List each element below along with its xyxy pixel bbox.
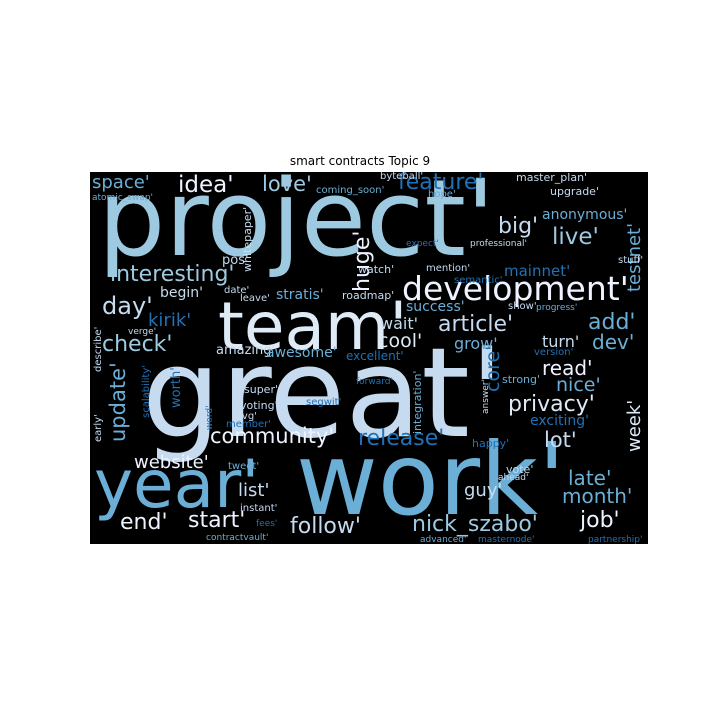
word-semantic: semantic' bbox=[454, 275, 503, 286]
word-list: list' bbox=[238, 480, 270, 501]
word-interesting: interesting' bbox=[110, 262, 235, 287]
word-grow: grow' bbox=[454, 334, 498, 353]
word-late: late' bbox=[568, 466, 612, 490]
word-month: month' bbox=[562, 484, 633, 508]
word-development: development' bbox=[402, 269, 629, 308]
word-leave: leave' bbox=[240, 293, 270, 304]
word-version: version' bbox=[534, 347, 574, 358]
word-week: week' bbox=[624, 399, 645, 452]
word-great: great' bbox=[142, 322, 504, 466]
word-dev: dev' bbox=[592, 330, 635, 354]
word-awesome: awesome' bbox=[266, 345, 337, 361]
word-amazing: amazing' bbox=[216, 343, 276, 358]
word-job: job' bbox=[580, 508, 620, 533]
word-watch: watch' bbox=[358, 263, 395, 276]
chart-title: smart contracts Topic 9 bbox=[289, 154, 431, 168]
word-excellent: excellent' bbox=[346, 349, 404, 363]
word-nice: nice' bbox=[556, 374, 601, 396]
word-nick_szabo: nick_szabo' bbox=[412, 512, 538, 537]
word-live: live' bbox=[552, 224, 599, 250]
word-coming_soon: coming_soon' bbox=[316, 185, 385, 196]
word-add: add' bbox=[588, 310, 636, 335]
word-huge: huge' bbox=[350, 230, 375, 292]
word-exciting: exciting' bbox=[530, 413, 589, 429]
word-cloud: project' great' work' year' team' develo… bbox=[90, 172, 648, 544]
word-community: community' bbox=[210, 424, 335, 448]
word-pos: pos' bbox=[222, 253, 249, 268]
word-fees: fees' bbox=[256, 519, 278, 529]
word-privacy: privacy' bbox=[508, 392, 595, 417]
word-hope: hope' bbox=[428, 189, 456, 200]
word-describe: describe' bbox=[93, 326, 104, 372]
word-worth: worth' bbox=[169, 367, 184, 408]
word-voting: voting' bbox=[240, 399, 278, 412]
word-contractvault: contractvault' bbox=[206, 533, 269, 543]
word-master_plan: master_plan' bbox=[516, 172, 588, 184]
word-integration: integration' bbox=[411, 370, 424, 434]
word-lot: lot' bbox=[544, 428, 577, 452]
word-tweet: tweet' bbox=[228, 461, 260, 472]
word-ahead: ahead' bbox=[498, 473, 529, 483]
word-word: word' bbox=[205, 405, 215, 430]
word-roadmap: roadmap' bbox=[342, 289, 395, 302]
word-masternode: masternode' bbox=[478, 535, 535, 545]
word-end: end' bbox=[120, 510, 168, 535]
word-team: team' bbox=[218, 288, 408, 365]
word-mention: mention' bbox=[426, 263, 471, 274]
word-idea: idea' bbox=[178, 172, 234, 198]
word-mainnet: mainnet' bbox=[504, 262, 571, 280]
word-love: love' bbox=[262, 172, 312, 196]
word-space: space' bbox=[92, 172, 150, 193]
word-happy: happy' bbox=[472, 437, 510, 450]
word-instant: instant' bbox=[240, 503, 278, 514]
word-website: website' bbox=[134, 452, 209, 473]
word-cool: cool' bbox=[378, 330, 423, 352]
word-check: check' bbox=[102, 332, 173, 357]
word-year: year' bbox=[94, 446, 260, 523]
word-read: read' bbox=[542, 356, 593, 380]
word-verge: verge' bbox=[128, 327, 157, 337]
word-whitepaper: whitepaper' bbox=[241, 206, 254, 272]
word-xvg: xvg' bbox=[236, 411, 257, 422]
word-kirik: kirik' bbox=[148, 310, 192, 331]
word-answer: answer' bbox=[481, 379, 491, 414]
word-feature: feature' bbox=[398, 172, 484, 195]
word-date: date' bbox=[224, 285, 250, 296]
word-expect: expect' bbox=[406, 239, 439, 249]
word-segwit: segwit' bbox=[306, 397, 342, 408]
word-forward: forward' bbox=[356, 377, 393, 387]
word-stratis: stratis' bbox=[276, 287, 324, 303]
word-start: start' bbox=[188, 508, 246, 533]
word-atomic_swap: atomic_swap' bbox=[92, 193, 154, 203]
word-vote: vote' bbox=[506, 463, 534, 476]
word-big: big' bbox=[498, 214, 539, 239]
word-scalability: scalability' bbox=[141, 364, 152, 418]
word-strong: strong' bbox=[502, 373, 541, 386]
word-stuff: stuff' bbox=[618, 255, 644, 266]
word-project: project' bbox=[98, 172, 496, 280]
word-guy: guy' bbox=[464, 480, 503, 501]
word-advanced: advanced' bbox=[420, 535, 467, 545]
word-turn: turn' bbox=[542, 332, 580, 351]
word-progress: progress' bbox=[536, 303, 578, 313]
word-day: day' bbox=[102, 292, 153, 320]
word-work: work' bbox=[296, 421, 566, 538]
word-success: success' bbox=[406, 299, 465, 315]
word-early: early' bbox=[93, 414, 104, 442]
word-show: show' bbox=[508, 301, 537, 312]
word-member: member' bbox=[226, 419, 271, 430]
word-follow: follow' bbox=[290, 514, 361, 539]
word-partnership: partnership' bbox=[588, 535, 643, 545]
word-release: release' bbox=[358, 426, 445, 451]
word-upgrade: upgrade' bbox=[550, 185, 599, 198]
word-anonymous: anonymous' bbox=[542, 207, 628, 223]
word-begin: begin' bbox=[160, 285, 203, 301]
word-article: article' bbox=[438, 312, 514, 337]
word-update: update' bbox=[106, 362, 130, 442]
word-professional: professional' bbox=[470, 239, 528, 249]
word-super: super' bbox=[244, 383, 278, 396]
word-byteball: byteball' bbox=[380, 172, 424, 182]
word-wait: wait' bbox=[380, 314, 419, 333]
